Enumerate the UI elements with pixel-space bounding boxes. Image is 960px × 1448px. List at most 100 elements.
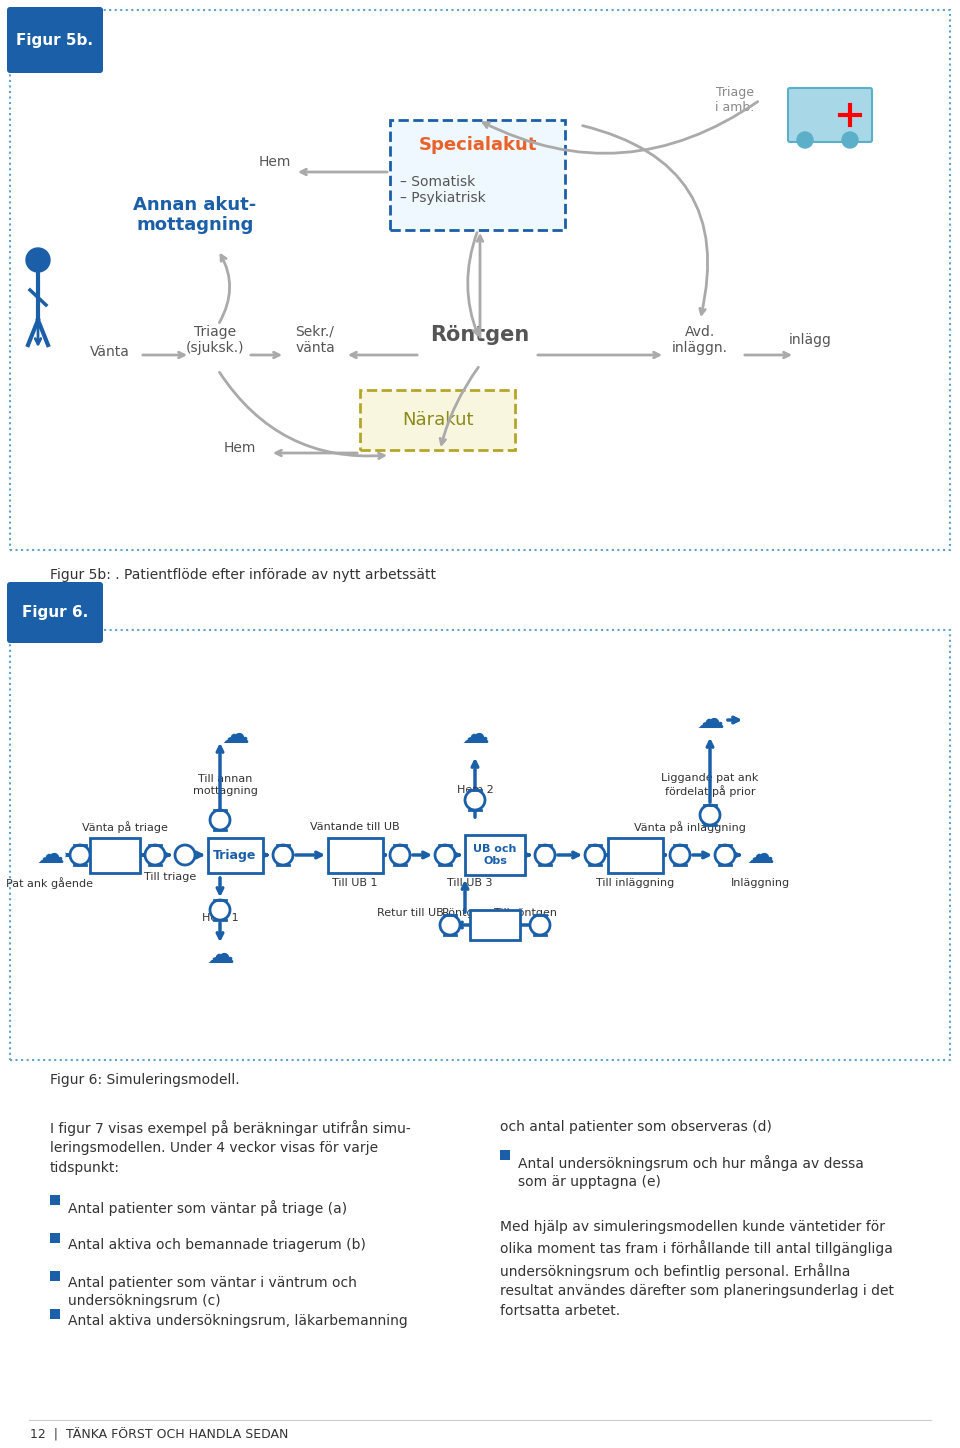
- Circle shape: [697, 717, 711, 731]
- FancyBboxPatch shape: [390, 120, 565, 230]
- Circle shape: [842, 132, 858, 148]
- Circle shape: [759, 851, 773, 866]
- Circle shape: [26, 248, 50, 272]
- Circle shape: [234, 733, 248, 746]
- Text: Till UB 1: Till UB 1: [332, 877, 377, 888]
- Text: Hem 1: Hem 1: [202, 914, 238, 922]
- Circle shape: [273, 846, 293, 864]
- Text: Hem: Hem: [224, 442, 256, 455]
- Circle shape: [747, 851, 761, 866]
- Bar: [465, 835, 525, 875]
- Text: ☁: ☁: [746, 841, 774, 869]
- FancyBboxPatch shape: [7, 7, 103, 72]
- Text: Triage
(sjuksk.): Triage (sjuksk.): [185, 324, 244, 355]
- Circle shape: [390, 846, 410, 864]
- Text: Annan akut-
mottagning: Annan akut- mottagning: [133, 195, 256, 235]
- Text: Antal undersökningsrum och hur många av dessa
som är upptagna (e): Antal undersökningsrum och hur många av …: [518, 1156, 864, 1189]
- Bar: [90, 837, 140, 873]
- Circle shape: [440, 915, 460, 935]
- Circle shape: [460, 730, 470, 740]
- Bar: [470, 909, 520, 940]
- Circle shape: [240, 730, 250, 740]
- Bar: [207, 837, 262, 873]
- Circle shape: [480, 730, 490, 740]
- Circle shape: [466, 724, 484, 741]
- Circle shape: [175, 846, 195, 864]
- Text: – Somatisk
– Psykiatrisk: – Somatisk – Psykiatrisk: [400, 175, 486, 206]
- Text: Röntgen: Röntgen: [442, 908, 489, 918]
- Text: Figur 6.: Figur 6.: [22, 604, 88, 620]
- Text: Till triage: Till triage: [144, 872, 196, 882]
- FancyBboxPatch shape: [360, 390, 515, 450]
- Circle shape: [670, 846, 690, 864]
- Circle shape: [465, 791, 485, 809]
- Text: Antal patienter som väntar på triage (a): Antal patienter som väntar på triage (a): [68, 1200, 348, 1216]
- FancyBboxPatch shape: [10, 630, 950, 1060]
- Bar: [608, 837, 662, 873]
- Circle shape: [211, 944, 229, 961]
- Circle shape: [41, 844, 59, 862]
- Circle shape: [700, 805, 720, 825]
- Text: och antal patienter som observeras (d): och antal patienter som observeras (d): [500, 1119, 772, 1134]
- Circle shape: [745, 850, 755, 860]
- Text: Liggande pat ank
fördelat på prior: Liggande pat ank fördelat på prior: [661, 773, 758, 796]
- Text: Vänta på inläggning: Vänta på inläggning: [634, 821, 746, 833]
- Text: Triage
i amb.: Triage i amb.: [715, 85, 755, 114]
- Circle shape: [35, 850, 45, 860]
- Bar: [50, 1309, 60, 1319]
- Text: UB och
Obs: UB och Obs: [473, 844, 516, 866]
- Circle shape: [530, 915, 550, 935]
- Text: Figur 5b.: Figur 5b.: [16, 32, 93, 48]
- Text: Antal aktiva undersökningsrum, läkarbemanning: Antal aktiva undersökningsrum, läkarbema…: [68, 1313, 408, 1328]
- Circle shape: [70, 846, 90, 864]
- Text: Sekr./
vänta: Sekr./ vänta: [295, 324, 335, 355]
- Bar: [50, 1271, 60, 1281]
- Circle shape: [220, 730, 230, 740]
- Text: ☁: ☁: [221, 721, 249, 749]
- Circle shape: [219, 951, 233, 966]
- Circle shape: [751, 844, 769, 862]
- Circle shape: [695, 715, 705, 725]
- Text: Till röntgen: Till röntgen: [493, 908, 557, 918]
- Text: Vänta: Vänta: [90, 345, 130, 359]
- Circle shape: [715, 715, 725, 725]
- FancyBboxPatch shape: [10, 10, 950, 550]
- Text: Triage: Triage: [213, 849, 256, 862]
- Text: Hem 2: Hem 2: [457, 785, 493, 795]
- Circle shape: [765, 850, 775, 860]
- Text: Antal patienter som väntar i väntrum och
undersökningsrum (c): Antal patienter som väntar i väntrum och…: [68, 1276, 357, 1309]
- Bar: [327, 837, 382, 873]
- Text: ☁: ☁: [461, 721, 489, 749]
- Circle shape: [226, 724, 244, 741]
- Text: Specialakut: Specialakut: [419, 136, 537, 153]
- Text: Avd.
inläggn.: Avd. inläggn.: [672, 324, 728, 355]
- Bar: [50, 1234, 60, 1242]
- Circle shape: [37, 851, 51, 866]
- Bar: [500, 1150, 510, 1160]
- Text: ☁: ☁: [36, 841, 64, 869]
- FancyBboxPatch shape: [788, 88, 872, 142]
- Circle shape: [225, 950, 235, 960]
- Circle shape: [797, 132, 813, 148]
- Text: Inläggning: Inläggning: [731, 877, 789, 888]
- Circle shape: [210, 809, 230, 830]
- Circle shape: [585, 846, 605, 864]
- Text: Retur till UB: Retur till UB: [376, 908, 444, 918]
- Circle shape: [55, 850, 65, 860]
- Bar: [50, 1195, 60, 1205]
- Text: Pat ank gående: Pat ank gående: [7, 877, 93, 889]
- Circle shape: [709, 717, 723, 731]
- Circle shape: [49, 851, 63, 866]
- Circle shape: [145, 846, 165, 864]
- FancyBboxPatch shape: [7, 582, 103, 643]
- Circle shape: [474, 733, 488, 746]
- Text: ☁: ☁: [696, 707, 724, 734]
- Text: Närakut: Närakut: [401, 411, 473, 429]
- Circle shape: [207, 951, 221, 966]
- Text: Till UB 3: Till UB 3: [447, 877, 492, 888]
- Circle shape: [462, 733, 476, 746]
- Text: Antal aktiva och bemannade triagerum (b): Antal aktiva och bemannade triagerum (b): [68, 1238, 366, 1253]
- Text: Hem: Hem: [259, 155, 291, 169]
- Circle shape: [701, 710, 719, 727]
- Circle shape: [715, 846, 735, 864]
